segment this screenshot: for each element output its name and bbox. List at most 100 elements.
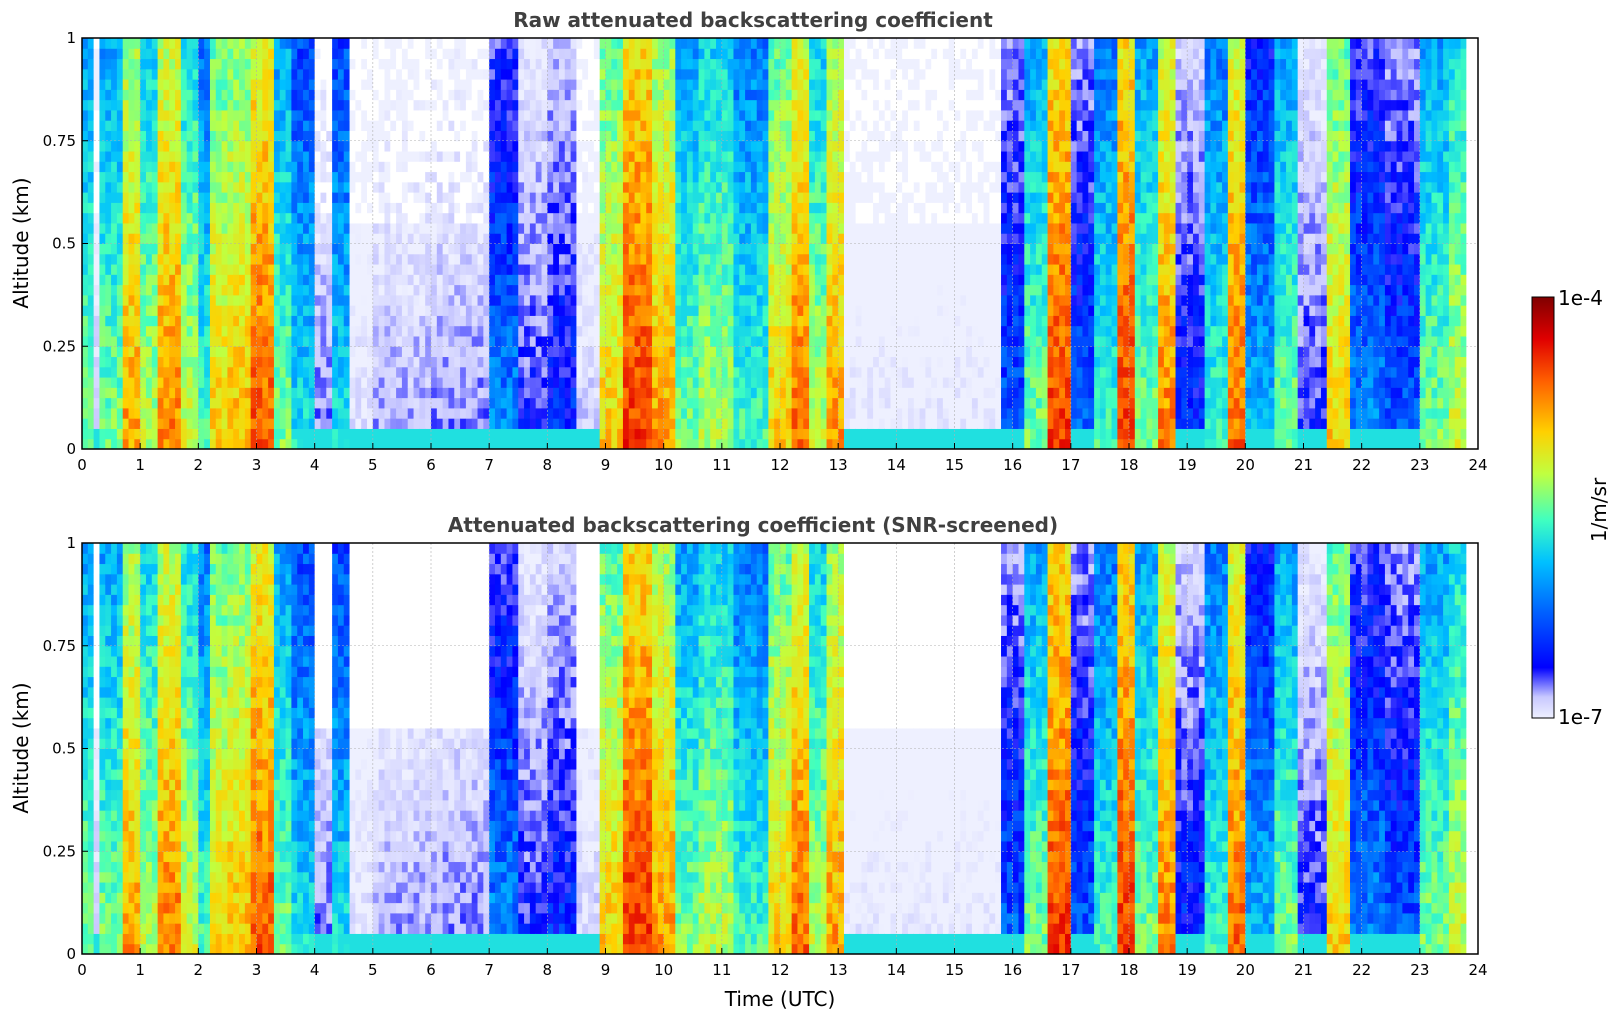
heatmap-cell <box>541 130 548 142</box>
heatmap-cell <box>116 264 124 275</box>
heatmap-cell <box>314 58 321 70</box>
heatmap-cell <box>401 171 409 183</box>
heatmap-cell <box>529 58 537 70</box>
heatmap-cell <box>750 140 758 152</box>
heatmap-cell <box>134 151 141 162</box>
heatmap-cell <box>686 171 694 183</box>
heatmap-cell <box>419 192 426 203</box>
heatmap-cell <box>465 181 473 193</box>
heatmap-cell <box>617 171 624 183</box>
heatmap-cell <box>239 202 246 214</box>
heatmap-cell <box>721 181 729 193</box>
heatmap-cell <box>186 356 194 368</box>
heatmap-cell <box>692 377 700 388</box>
heatmap-cell <box>227 38 234 49</box>
heatmap-cell <box>361 243 368 255</box>
heatmap-cell <box>681 407 688 419</box>
heatmap-cell <box>652 212 659 224</box>
heatmap-cell <box>483 274 490 286</box>
heatmap-cell <box>111 438 118 450</box>
heatmap-cell <box>570 161 577 173</box>
heatmap-cell <box>349 284 356 296</box>
heatmap-cell <box>384 130 391 142</box>
heatmap-cell <box>518 58 525 70</box>
heatmap-cell <box>128 264 135 275</box>
heatmap-cell <box>169 212 176 224</box>
heatmap-cell <box>273 58 281 70</box>
heatmap-cell <box>233 428 240 440</box>
heatmap-cell <box>431 212 438 224</box>
heatmap-cell <box>93 38 100 49</box>
heatmap-cell <box>727 202 734 214</box>
heatmap-cell <box>524 428 531 440</box>
heatmap-cell <box>215 171 223 183</box>
heatmap-cell <box>576 140 583 152</box>
heatmap-cell <box>163 284 170 296</box>
heatmap-cell <box>611 294 618 306</box>
heatmap-cell <box>762 438 769 450</box>
heatmap-cell <box>227 305 234 316</box>
heatmap-cell <box>710 387 717 399</box>
heatmap-cell <box>419 253 426 265</box>
heatmap-cell <box>570 356 577 368</box>
heatmap-cell <box>593 428 601 440</box>
heatmap-cell <box>506 243 513 255</box>
heatmap-cell <box>151 325 159 337</box>
heatmap-cell <box>669 48 676 60</box>
heatmap-cell <box>785 438 793 450</box>
heatmap-cell <box>593 202 601 214</box>
heatmap-cell <box>268 181 275 193</box>
heatmap-cell <box>669 202 676 214</box>
heatmap-cell <box>349 79 356 90</box>
heatmap-cell <box>384 140 391 152</box>
heatmap-cell <box>145 38 153 49</box>
heatmap-cell <box>128 346 135 358</box>
heatmap-cell <box>279 58 287 70</box>
heatmap-cell <box>122 38 130 49</box>
heatmap-cell <box>780 68 787 80</box>
heatmap-cell <box>157 79 164 90</box>
heatmap-cell <box>407 151 415 162</box>
heatmap-cell <box>768 305 775 316</box>
heatmap-cell <box>169 397 176 409</box>
heatmap-cell <box>547 181 554 193</box>
heatmap-cell <box>657 109 665 121</box>
heatmap-cell <box>460 438 467 450</box>
heatmap-cell <box>774 366 781 378</box>
heatmap-cell <box>628 130 636 142</box>
heatmap-cell <box>599 294 606 306</box>
heatmap-cell <box>192 397 199 409</box>
heatmap-cell <box>262 325 269 337</box>
heatmap-cell <box>157 243 164 255</box>
heatmap-cell <box>297 387 304 399</box>
heatmap-cell <box>175 202 182 214</box>
heatmap-cell <box>663 68 670 80</box>
heatmap-cell <box>541 120 548 131</box>
heatmap-cell <box>384 48 391 60</box>
heatmap-cell <box>489 397 496 409</box>
heatmap-cell <box>413 335 420 347</box>
heatmap-cell <box>791 48 798 60</box>
heatmap-cell <box>640 428 647 440</box>
heatmap-cell <box>332 109 339 121</box>
heatmap-cell <box>640 366 647 378</box>
heatmap-cell <box>599 418 606 429</box>
heatmap-cell <box>553 222 560 234</box>
heatmap-cell <box>169 161 176 173</box>
heatmap-cell <box>634 120 641 131</box>
heatmap-cell <box>704 120 711 131</box>
heatmap-cell <box>646 130 653 142</box>
heatmap-cell <box>378 120 385 131</box>
heatmap-cell <box>87 79 95 90</box>
heatmap-cell <box>99 253 106 265</box>
heatmap-cell <box>797 140 804 152</box>
heatmap-cell <box>332 264 339 275</box>
heatmap-cell <box>93 284 100 296</box>
heatmap-cell <box>349 346 356 358</box>
heatmap-cell <box>175 253 182 265</box>
heatmap-cell <box>599 38 606 49</box>
heatmap-cell <box>750 181 758 193</box>
heatmap-cell <box>547 89 554 101</box>
heatmap-cell <box>803 192 810 203</box>
heatmap-cell <box>285 438 292 450</box>
